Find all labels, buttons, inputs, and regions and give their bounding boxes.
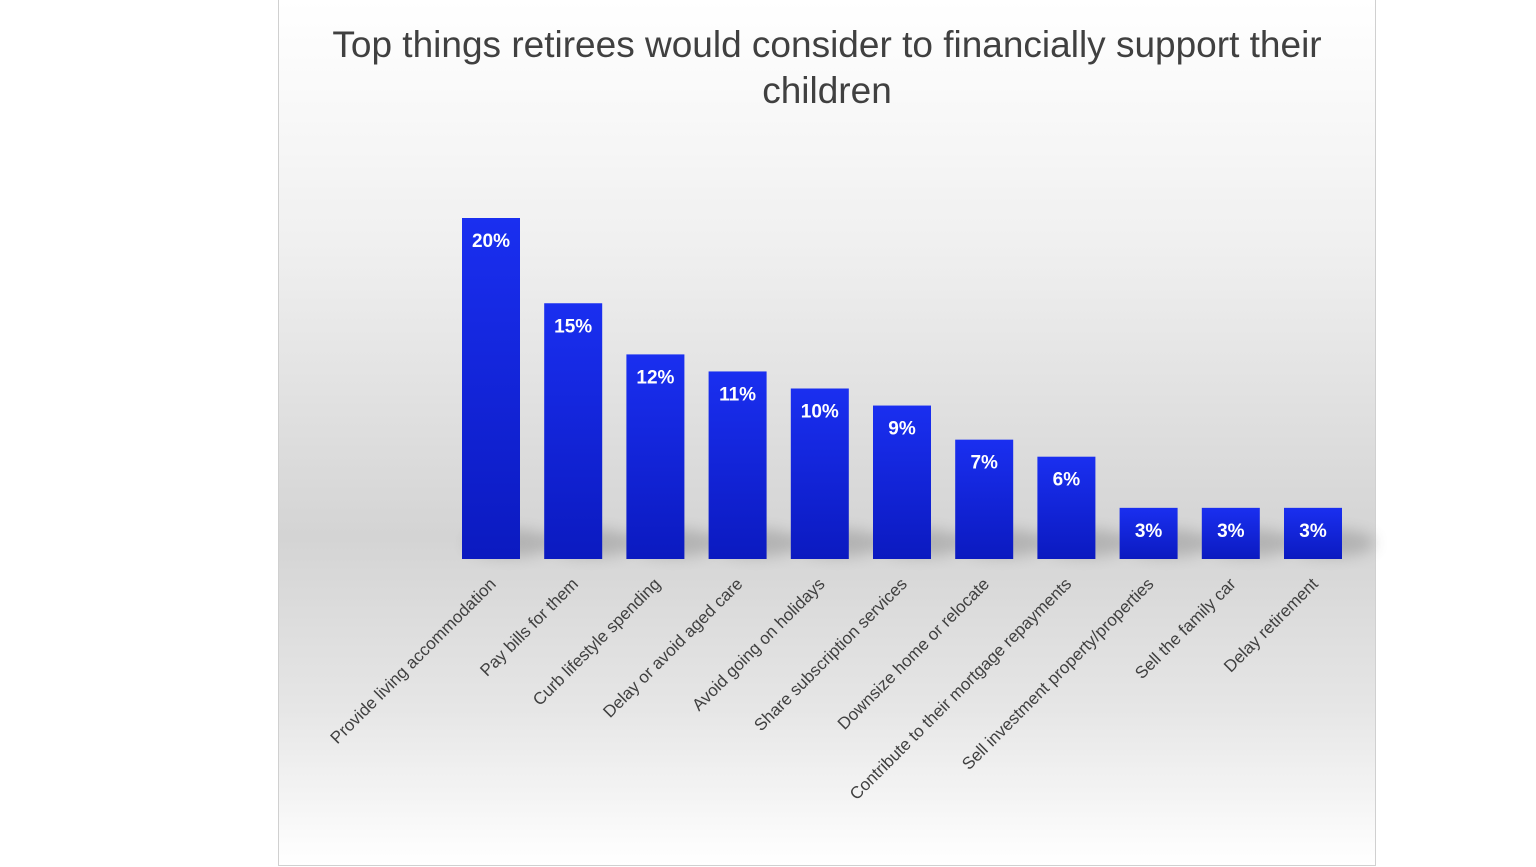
data-label: 6% <box>1053 470 1081 491</box>
data-label: 12% <box>636 367 674 388</box>
data-label: 3% <box>1299 521 1327 542</box>
data-label: 9% <box>888 419 916 440</box>
bar <box>708 371 767 559</box>
bar <box>955 439 1014 559</box>
data-label: 3% <box>1135 521 1163 542</box>
category-label: Provide living accommodation <box>327 574 500 747</box>
bar <box>626 354 685 559</box>
bar <box>1119 507 1178 559</box>
category-label: Avoid going on holidays <box>688 574 828 714</box>
data-label: 7% <box>970 453 998 474</box>
data-label: 10% <box>801 402 839 423</box>
bar <box>1284 507 1342 559</box>
data-label: 3% <box>1217 521 1245 542</box>
category-label: Delay or avoid aged care <box>599 574 746 721</box>
bar <box>873 405 931 559</box>
chart-title: Top things retirees would consider to fi… <box>332 24 1322 111</box>
category-label: Downsize home or relocate <box>834 574 993 733</box>
bar <box>1201 507 1260 559</box>
bar <box>544 303 603 559</box>
data-label: 15% <box>554 316 592 337</box>
bar <box>1037 456 1096 559</box>
bar <box>462 218 520 559</box>
category-label: Share subscription services <box>750 574 910 734</box>
data-label: 11% <box>719 384 756 405</box>
bar <box>790 388 849 559</box>
data-label: 20% <box>472 231 510 252</box>
